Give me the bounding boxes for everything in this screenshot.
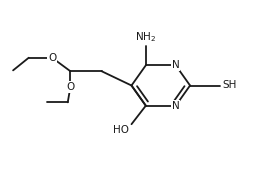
- Text: SH: SH: [222, 81, 237, 90]
- Text: HO: HO: [113, 125, 129, 135]
- Text: NH$_2$: NH$_2$: [135, 30, 156, 44]
- Text: N: N: [172, 101, 180, 111]
- Text: O: O: [48, 53, 56, 63]
- Text: N: N: [172, 60, 180, 70]
- Text: O: O: [66, 82, 74, 92]
